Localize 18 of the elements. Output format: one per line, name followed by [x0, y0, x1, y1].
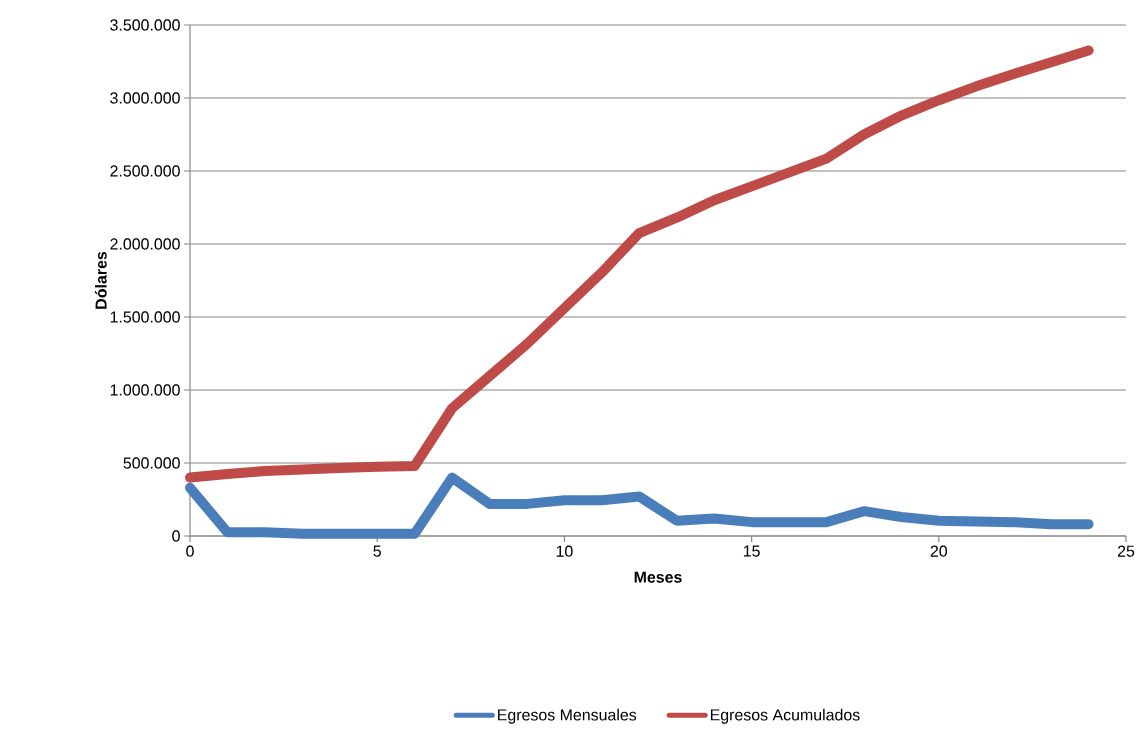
- x-axis-title: Meses: [634, 571, 682, 583]
- y-axis-title: Dólares: [94, 251, 107, 309]
- x-tick-label: 15: [743, 545, 760, 557]
- y-tick-label: 2.500.000: [110, 165, 180, 177]
- x-tick-label: 5: [373, 545, 381, 557]
- legend-label: Egresos Mensuales: [498, 708, 637, 724]
- y-tick-label: 1.500.000: [110, 311, 180, 323]
- y-tick-label: 2.000.000: [110, 238, 180, 250]
- y-tick-label: 500.000: [123, 457, 180, 469]
- y-tick-label: 3.500.000: [110, 19, 180, 31]
- x-tick-label: 10: [556, 545, 573, 557]
- y-tick-label: 1.000.000: [110, 384, 180, 396]
- y-tick-label: 0: [172, 530, 180, 542]
- x-tick-label: 20: [930, 545, 948, 557]
- x-tick-label: 0: [186, 545, 194, 557]
- legend-label: Egresos Acumulados: [710, 708, 860, 724]
- y-tick-label: 3.000.000: [110, 92, 180, 104]
- x-tick-label: 25: [1117, 545, 1135, 557]
